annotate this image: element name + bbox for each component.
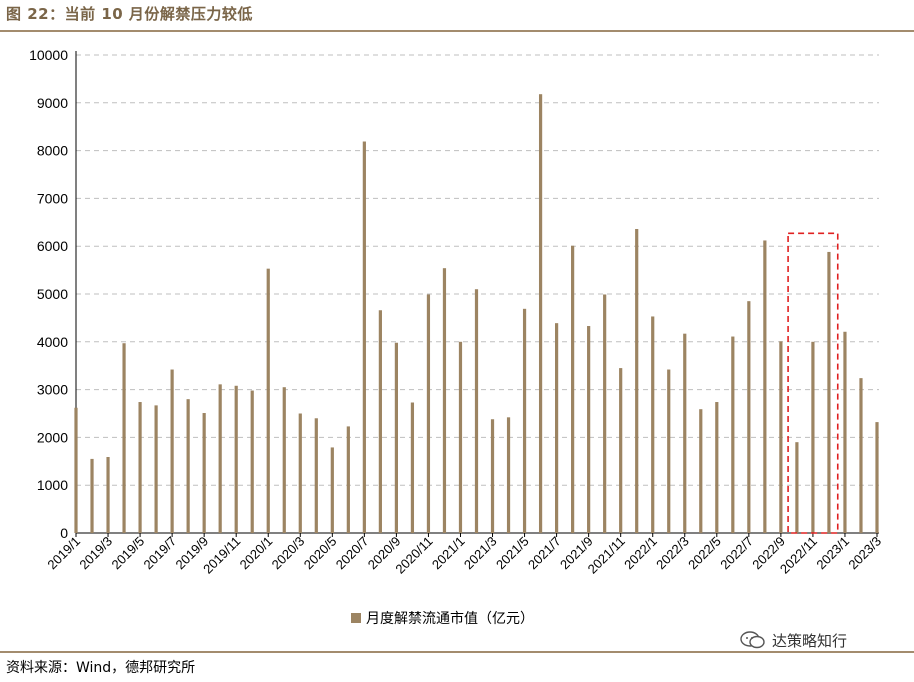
x-tick-label: 2019/3: [76, 534, 115, 573]
bar: [571, 245, 575, 534]
y-tick-label: 7000: [37, 190, 68, 206]
bar: [74, 407, 78, 533]
bar: [362, 141, 366, 533]
bar: [314, 418, 318, 533]
wechat-icon: [740, 631, 765, 649]
bar: [394, 342, 398, 533]
y-tick-label: 0: [60, 525, 68, 541]
y-tick-label: 9000: [37, 95, 68, 111]
bar: [667, 369, 671, 533]
y-tick-label: 4000: [37, 334, 68, 350]
bar: [555, 323, 559, 533]
bar: [587, 326, 591, 533]
bar: [827, 251, 831, 533]
x-tick-label: 2020/3: [269, 534, 308, 573]
y-tick-label: 10000: [29, 47, 68, 63]
bar: [619, 368, 623, 533]
legend-label: 月度解禁流通市值（亿元）: [366, 610, 534, 627]
x-tick-label: 2021/1: [429, 534, 468, 573]
source-note: 资料来源：Wind，德邦研究所: [6, 660, 196, 676]
bar: [683, 333, 687, 533]
bar: [170, 369, 174, 533]
y-tick-label: 3000: [37, 382, 68, 398]
bar: [795, 442, 799, 533]
bar: [458, 341, 463, 533]
y-tick-label: 2000: [37, 429, 68, 445]
bar: [346, 426, 350, 533]
watermark-text: 达策略知行: [772, 631, 848, 650]
bar: [875, 422, 879, 533]
x-tick-label: 2020/1: [237, 534, 276, 573]
bar: [522, 308, 527, 533]
x-tick-label: 2022/7: [717, 534, 756, 573]
bar: [635, 228, 639, 533]
bar: [138, 402, 142, 533]
bar: [699, 409, 703, 533]
bar: [474, 289, 479, 533]
bar: [202, 413, 206, 533]
bar: [811, 341, 815, 533]
y-tick-label: 8000: [37, 143, 68, 159]
bar: [859, 378, 863, 533]
bar: [651, 316, 655, 533]
bar: [378, 310, 382, 533]
bar-chart: 0 1000 2000 3000 4000 5000 6000 7000 8000 9000 100…: [29, 47, 884, 627]
x-tick-label: 2022/3: [653, 534, 692, 573]
bar: [506, 417, 511, 533]
x-tick-label: 2020/7: [333, 534, 372, 573]
y-tick-label: 5000: [37, 286, 68, 302]
bar: [90, 458, 94, 533]
bar: [843, 331, 847, 533]
top-rule: [0, 30, 914, 32]
bar: [282, 387, 286, 533]
bar: [747, 301, 751, 533]
bar: [234, 385, 238, 533]
bar: [154, 405, 158, 533]
x-tick-label: 2021/7: [525, 534, 564, 573]
x-tick-label: 2020/5: [301, 534, 340, 573]
bar: [731, 336, 735, 533]
bar: [715, 402, 719, 533]
x-tick-label: 2023/1: [813, 534, 852, 573]
bar: [250, 390, 254, 533]
y-tick-label: 1000: [37, 477, 68, 493]
figure-title: 图 22：当前 10 月份解禁压力较低: [6, 5, 253, 23]
bar: [266, 268, 270, 533]
bar: [330, 447, 334, 533]
bar: [186, 399, 190, 533]
bar: [763, 240, 767, 534]
bar: [218, 384, 222, 533]
x-tick-label: 2019/5: [108, 534, 147, 573]
bar: [442, 268, 447, 533]
bar: [490, 419, 495, 533]
bar: [603, 294, 607, 533]
bar: [298, 413, 302, 533]
bar: [122, 343, 126, 533]
x-tick-label: 2021/5: [493, 534, 532, 573]
x-tick-label: 2019/7: [141, 534, 180, 573]
highlight-box: [787, 232, 839, 534]
watermark: 达策略知行: [740, 628, 910, 652]
bar: [426, 294, 431, 533]
y-tick-label: 6000: [37, 238, 68, 254]
legend-swatch: [351, 613, 361, 623]
x-tick-label: 2023/3: [845, 534, 884, 573]
x-tick-label: 2022/1: [621, 534, 660, 573]
bottom-rule: [0, 651, 914, 653]
x-tick-label: 2022/5: [685, 534, 724, 573]
bar: [106, 456, 110, 533]
bar: [410, 402, 415, 533]
bar: [538, 94, 543, 534]
x-tick-label: 2021/3: [461, 534, 500, 573]
bar: [779, 341, 783, 533]
